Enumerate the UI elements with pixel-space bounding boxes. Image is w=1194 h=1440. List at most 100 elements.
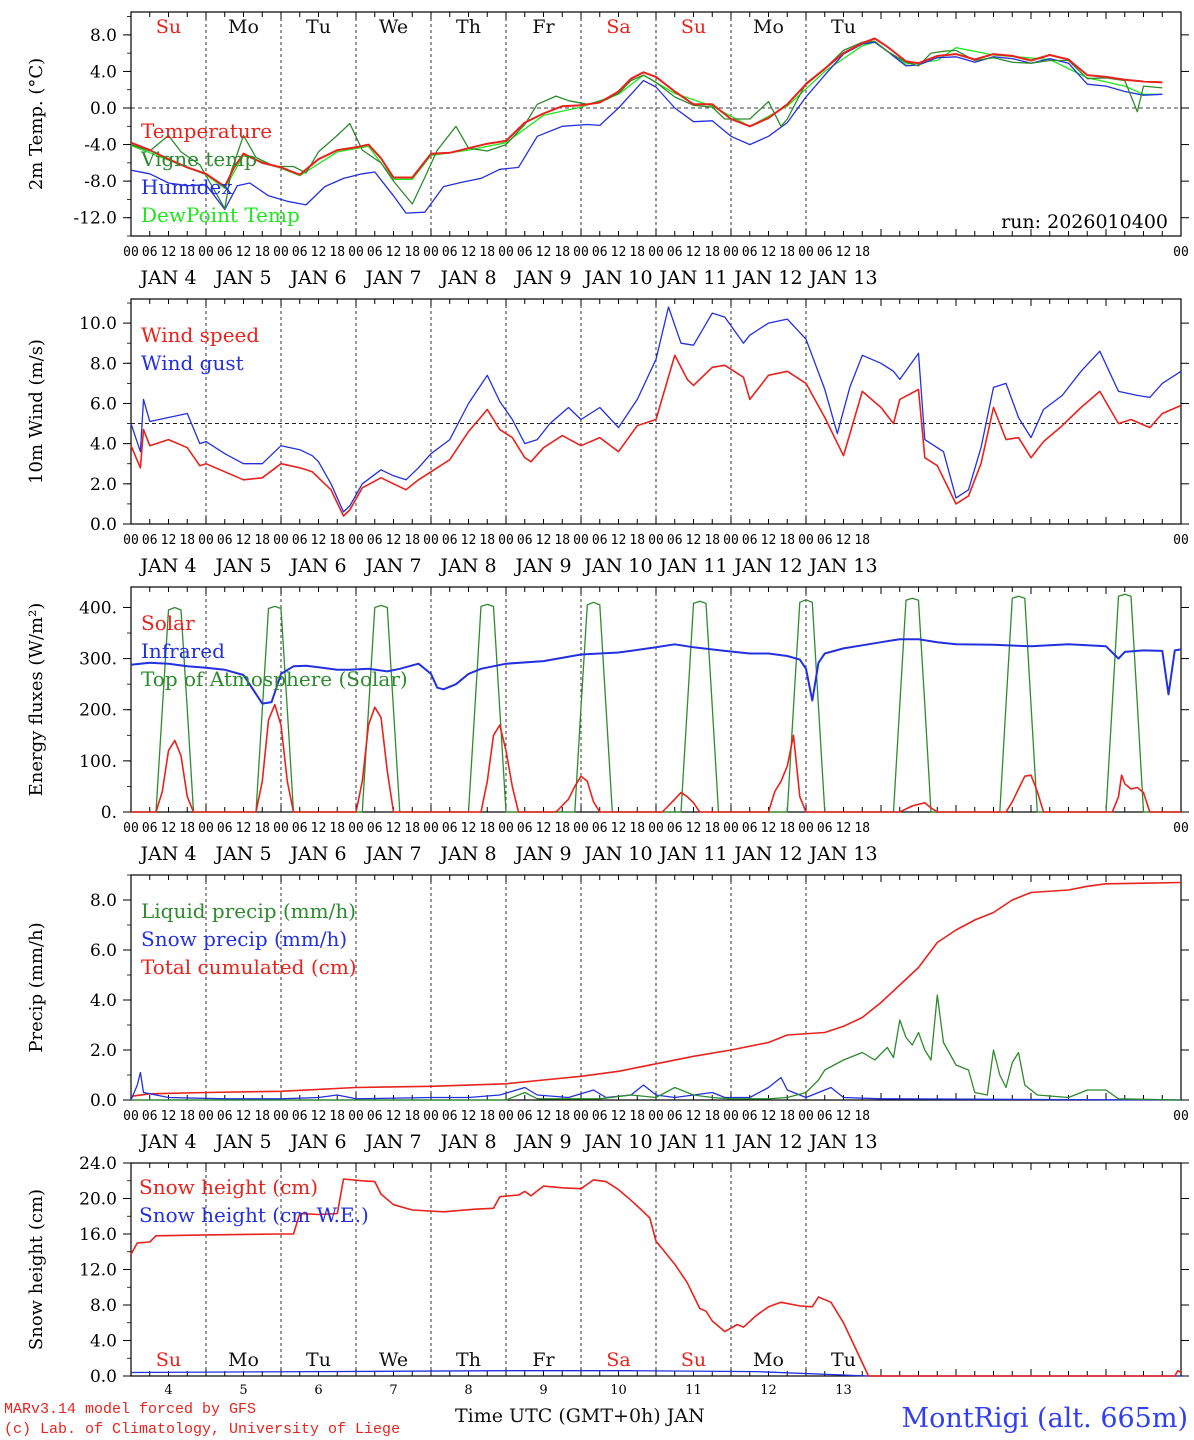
flux-date-label: JAN 8 (438, 843, 496, 865)
wind-hour-label: 00 (648, 533, 664, 548)
flux-hour-label: 06 (367, 821, 383, 836)
temp-hour-label: 12 (836, 245, 852, 260)
precip-hour-label: 18 (254, 1109, 270, 1124)
wind-hour-label: 00 (723, 533, 739, 548)
temp-hour-label: 00 (723, 245, 739, 260)
precip-legend-entry: Liquid precip (mm/h) (141, 899, 356, 923)
temp-y-axis-label: 2m Temp. (°C) (26, 58, 47, 190)
temp-series-line (130, 37, 1163, 188)
wind-legend-entry: Wind gust (141, 351, 244, 375)
precip-hour-label: 00 (573, 1109, 589, 1124)
wind-hour-label: 12 (686, 533, 702, 548)
snow-weekday-label: Su (681, 1349, 706, 1371)
wind-hour-label: 06 (667, 533, 683, 548)
precip-hour-label: 00 (348, 1109, 364, 1124)
temp-weekday-label: Th (456, 16, 481, 38)
wind-hour-label: 00 (573, 533, 589, 548)
flux-hour-label: 00 (348, 821, 364, 836)
temp-y-tick-label: 4.0 (90, 62, 117, 82)
snow-weekday-label: Fr (532, 1349, 555, 1371)
precip-y-tick-label: 0.0 (90, 1091, 117, 1111)
flux-date-label: JAN 12 (732, 843, 802, 865)
precip-y-axis-label: Precip (mm/h) (26, 922, 47, 1052)
wind-hour-label: 18 (629, 533, 645, 548)
precip-hour-label: 06 (292, 1109, 308, 1124)
temp-hour-label: 12 (611, 245, 627, 260)
wind-hour-label: 00 (1173, 533, 1189, 548)
flux-hour-label: 06 (217, 821, 233, 836)
flux-hour-label: 12 (161, 821, 177, 836)
flux-hour-label: 12 (386, 821, 402, 836)
snow-weekday-label: Th (456, 1349, 481, 1371)
flux-hour-label: 18 (404, 821, 420, 836)
flux-hour-label: 06 (292, 821, 308, 836)
wind-date-label: JAN 8 (438, 555, 496, 577)
precip-hour-label: 18 (629, 1109, 645, 1124)
flux-hour-label: 00 (423, 821, 439, 836)
flux-hour-label: 06 (442, 821, 458, 836)
temp-date-label: JAN 7 (363, 267, 421, 289)
precip-hour-label: 12 (686, 1109, 702, 1124)
temp-date-label: JAN 12 (732, 267, 802, 289)
wind-hour-label: 18 (329, 533, 345, 548)
temp-hour-label: 18 (854, 245, 870, 260)
temp-hour-label: 18 (554, 245, 570, 260)
flux-hour-label: 18 (479, 821, 495, 836)
temp-hour-label: 06 (217, 245, 233, 260)
temp-weekday-label: We (379, 16, 408, 38)
temp-date-label: JAN 9 (513, 267, 571, 289)
wind-hour-label: 00 (498, 533, 514, 548)
wind-hour-label: 18 (854, 533, 870, 548)
wind-hour-label: 12 (311, 533, 327, 548)
precip-hour-label: 00 (423, 1109, 439, 1124)
temp-weekday-label: Mo (228, 16, 259, 38)
flux-hour-label: 12 (761, 821, 777, 836)
precip-hour-label: 18 (329, 1109, 345, 1124)
precip-y-tick-label: 4.0 (90, 991, 117, 1011)
temp-date-label: JAN 6 (288, 267, 346, 289)
wind-date-label: JAN 4 (138, 555, 196, 577)
flux-legend-entry: Top of Atmosphere (Solar) (141, 667, 408, 691)
precip-series-line (130, 881, 1182, 1098)
flux-hour-label: 18 (629, 821, 645, 836)
wind-hour-label: 00 (198, 533, 214, 548)
flux-hour-label: 00 (123, 821, 139, 836)
snow-y-tick-label: 8.0 (90, 1296, 117, 1316)
station-name: MontRigi (alt. 665m) (901, 1403, 1188, 1434)
snow-day-number: 7 (389, 1383, 397, 1395)
precip-hour-label: 06 (442, 1109, 458, 1124)
flux-hour-label: 00 (498, 821, 514, 836)
temp-hour-label: 12 (686, 245, 702, 260)
flux-hour-label: 00 (648, 821, 664, 836)
precip-series-line (131, 994, 1182, 1101)
flux-hour-label: 12 (611, 821, 627, 836)
temp-hour-label: 12 (236, 245, 252, 260)
wind-hour-label: 06 (517, 533, 533, 548)
credit-line-1: MARv3.14 model forced by GFS (4, 1401, 257, 1418)
flux-hour-label: 12 (461, 821, 477, 836)
flux-series-line (131, 703, 1181, 813)
wind-hour-label: 12 (461, 533, 477, 548)
wind-y-tick-label: 10.0 (79, 314, 117, 334)
flux-hour-label: 00 (1173, 821, 1189, 836)
flux-hour-label: 18 (554, 821, 570, 836)
wind-hour-label: 06 (142, 533, 158, 548)
snow-y-tick-label: 0.0 (90, 1367, 117, 1387)
snow-weekday-label: Tu (306, 1349, 331, 1371)
temp-weekday-label: Fr (532, 16, 555, 38)
temp-hour-label: 00 (648, 245, 664, 260)
temp-weekday-label: Tu (306, 16, 331, 38)
precip-date-label: JAN 13 (807, 1131, 877, 1153)
flux-hour-label: 00 (798, 821, 814, 836)
snow-weekday-label: Tu (831, 1349, 856, 1371)
snow-day-number: 12 (760, 1383, 777, 1395)
temp-hour-label: 12 (536, 245, 552, 260)
temp-weekday-label: Su (681, 16, 706, 38)
temp-legend-entry: DewPoint Temp (141, 203, 300, 227)
wind-date-label: JAN 5 (213, 555, 271, 577)
precip-hour-label: 12 (536, 1109, 552, 1124)
flux-hour-label: 18 (329, 821, 345, 836)
snow-weekday-label: Mo (228, 1349, 259, 1371)
flux-hour-label: 00 (723, 821, 739, 836)
wind-hour-label: 18 (554, 533, 570, 548)
